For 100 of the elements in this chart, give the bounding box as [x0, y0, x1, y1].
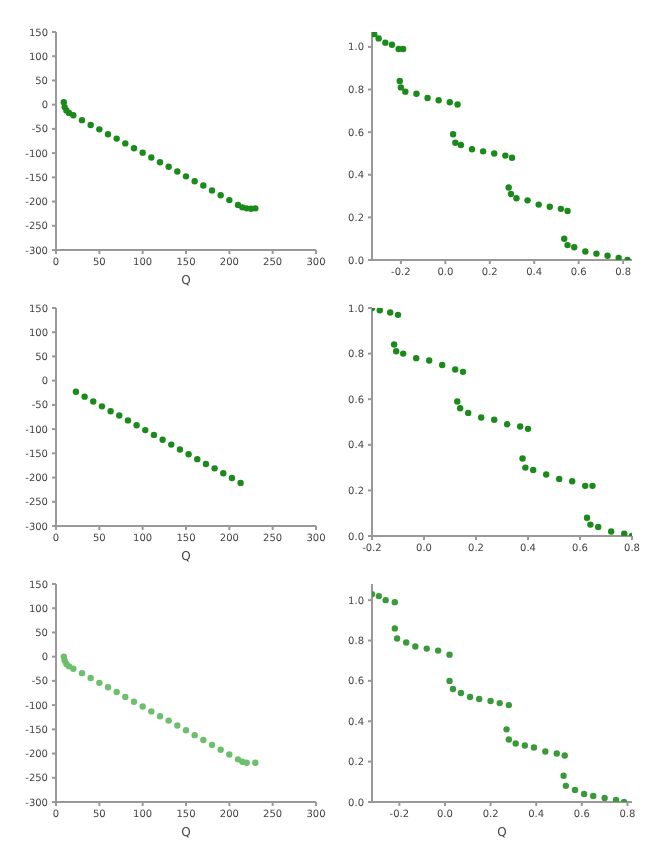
point — [394, 311, 402, 319]
point — [113, 688, 120, 696]
point — [522, 464, 529, 471]
point — [587, 521, 594, 528]
point — [148, 154, 155, 161]
point — [78, 116, 86, 124]
point — [479, 148, 487, 155]
point — [512, 740, 519, 747]
point — [590, 792, 597, 800]
point — [202, 460, 210, 468]
point — [396, 77, 403, 85]
point — [564, 207, 571, 215]
point — [176, 446, 184, 453]
point — [582, 482, 589, 490]
point — [90, 398, 97, 405]
point — [139, 703, 146, 710]
point — [449, 131, 457, 138]
point — [519, 455, 526, 462]
point — [449, 685, 457, 693]
point — [78, 669, 86, 677]
point — [148, 708, 155, 715]
point — [446, 651, 453, 658]
point — [446, 677, 453, 685]
point — [211, 465, 218, 472]
point — [391, 625, 399, 632]
point — [505, 736, 513, 743]
point — [393, 635, 401, 642]
point — [87, 674, 94, 682]
point — [478, 414, 485, 421]
point — [524, 197, 531, 204]
point — [557, 205, 565, 213]
point — [504, 421, 511, 428]
point — [217, 746, 224, 753]
point — [439, 361, 446, 369]
point — [560, 772, 567, 779]
point — [191, 178, 198, 185]
point — [491, 150, 498, 157]
point — [505, 184, 512, 191]
point — [200, 182, 207, 189]
point — [375, 35, 382, 42]
point — [217, 192, 224, 199]
point — [595, 523, 602, 531]
point — [388, 41, 396, 48]
point — [228, 474, 236, 482]
point — [413, 90, 420, 97]
point — [392, 348, 400, 355]
point — [165, 163, 172, 170]
point — [387, 309, 394, 316]
point — [562, 782, 570, 790]
point — [571, 786, 579, 794]
point — [542, 748, 549, 755]
point — [226, 196, 233, 204]
point — [535, 201, 542, 208]
point — [454, 398, 461, 405]
point — [507, 190, 515, 198]
point — [423, 645, 430, 652]
point — [70, 112, 77, 119]
point — [200, 736, 207, 744]
point — [87, 121, 94, 129]
point — [508, 154, 516, 161]
point — [252, 205, 259, 212]
point — [220, 470, 227, 477]
point — [130, 145, 138, 152]
point — [403, 639, 410, 646]
point — [208, 741, 216, 749]
point — [122, 140, 129, 147]
point — [130, 698, 138, 705]
point — [252, 759, 259, 766]
point — [456, 405, 464, 412]
point — [412, 643, 419, 650]
point — [382, 596, 389, 604]
point — [400, 350, 407, 357]
point — [372, 32, 378, 38]
point — [156, 713, 164, 720]
point — [185, 451, 192, 458]
point — [459, 368, 467, 376]
point — [104, 683, 112, 691]
point — [604, 252, 611, 259]
point — [104, 131, 112, 138]
point — [376, 308, 383, 314]
point — [583, 514, 591, 521]
point — [237, 479, 244, 487]
point — [434, 647, 442, 654]
point — [174, 722, 181, 729]
point — [98, 403, 106, 410]
point — [142, 426, 149, 434]
point — [435, 96, 442, 104]
point — [390, 341, 398, 348]
point — [81, 393, 88, 400]
point — [107, 407, 114, 415]
point — [96, 126, 103, 133]
point — [413, 354, 420, 362]
point — [503, 726, 510, 733]
point — [465, 409, 472, 417]
point — [159, 436, 166, 443]
point — [156, 159, 164, 166]
point — [208, 187, 216, 194]
point — [564, 241, 571, 249]
point — [553, 750, 560, 757]
point — [571, 244, 578, 251]
